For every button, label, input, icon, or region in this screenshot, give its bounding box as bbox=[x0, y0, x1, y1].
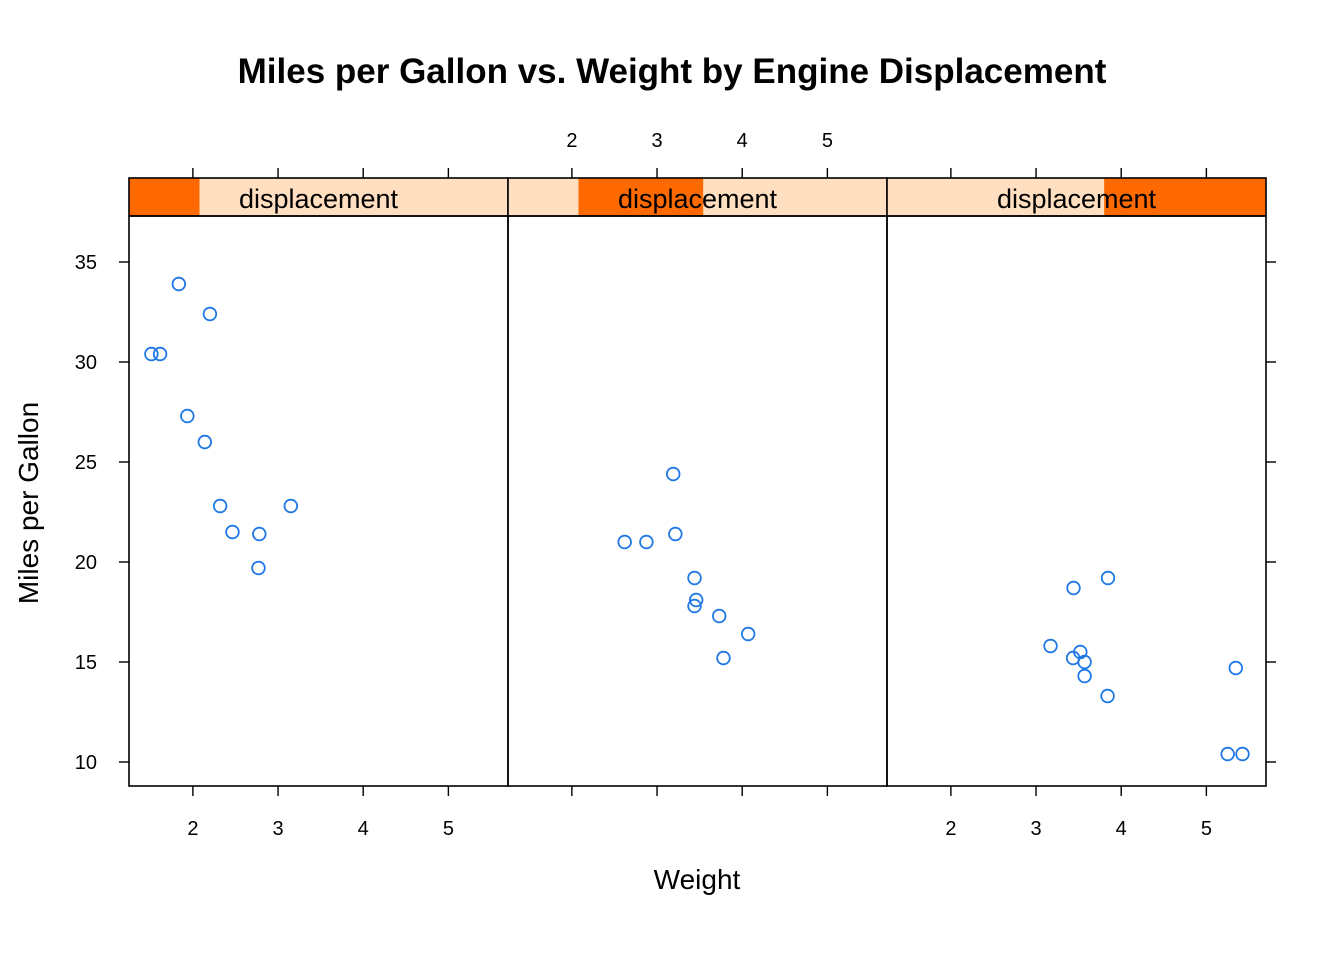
data-point bbox=[180, 408, 195, 424]
data-point bbox=[1100, 570, 1116, 586]
strip-label: displacement bbox=[997, 184, 1157, 214]
x-tick-label-bottom: 5 bbox=[1201, 818, 1212, 840]
data-point bbox=[1228, 660, 1243, 676]
data-point bbox=[689, 592, 704, 608]
data-point bbox=[1043, 638, 1058, 654]
chart-title: Miles per Gallon vs. Weight by Engine Di… bbox=[238, 52, 1107, 91]
data-point bbox=[283, 498, 299, 514]
x-tick-label-bottom: 3 bbox=[1030, 818, 1041, 840]
data-point bbox=[1066, 580, 1081, 596]
y-tick-label: 10 bbox=[75, 752, 97, 774]
strip-shingle-range bbox=[129, 178, 200, 216]
data-point bbox=[712, 608, 727, 624]
data-point bbox=[1220, 746, 1235, 762]
strip-shingle-range bbox=[578, 178, 704, 216]
data-point bbox=[1077, 654, 1092, 670]
data-point bbox=[252, 526, 267, 542]
strip-label: displacement bbox=[618, 184, 778, 214]
y-tick-label: 20 bbox=[75, 552, 97, 574]
data-point bbox=[251, 560, 266, 576]
y-tick-label: 15 bbox=[75, 652, 97, 674]
data-point bbox=[1077, 668, 1092, 684]
strip-label: displacement bbox=[239, 184, 399, 214]
x-tick-label-top: 3 bbox=[651, 130, 662, 152]
data-point bbox=[1235, 746, 1250, 762]
strip-shingle-range bbox=[1104, 178, 1266, 216]
panel-frame bbox=[507, 215, 888, 787]
data-point bbox=[212, 498, 228, 514]
data-point bbox=[716, 650, 731, 666]
data-point bbox=[202, 306, 218, 322]
x-tick-label-bottom: 4 bbox=[1116, 818, 1127, 840]
data-point bbox=[740, 626, 756, 642]
data-point bbox=[144, 346, 159, 362]
panel-frame bbox=[886, 215, 1267, 787]
panel-1: displacement 2 3 4 5 bbox=[128, 168, 509, 840]
data-point bbox=[666, 466, 681, 482]
data-point bbox=[687, 570, 702, 586]
data-point bbox=[197, 434, 213, 450]
data-point bbox=[225, 524, 240, 540]
x-tick-label-bottom: 4 bbox=[358, 818, 369, 840]
data-point bbox=[171, 276, 187, 292]
data-point bbox=[617, 534, 632, 550]
y-axis-label: Miles per Gallon bbox=[13, 402, 44, 604]
y-tick-label: 30 bbox=[75, 352, 97, 374]
x-tick-label-bottom: 5 bbox=[443, 818, 454, 840]
x-tick-label-top: 2 bbox=[566, 130, 577, 152]
panel-frame bbox=[128, 215, 509, 787]
data-point bbox=[687, 598, 702, 614]
data-point bbox=[152, 346, 168, 362]
x-tick-label-bottom: 3 bbox=[272, 818, 283, 840]
x-tick-label-top: 4 bbox=[737, 130, 748, 152]
x-tick-label-bottom: 2 bbox=[945, 818, 956, 840]
x-axis-label: Weight bbox=[654, 864, 741, 895]
data-point bbox=[1100, 688, 1115, 704]
panel-3: displacement 2 3 4 5 bbox=[886, 168, 1267, 840]
x-tick-label-top: 5 bbox=[822, 130, 833, 152]
data-point bbox=[668, 526, 683, 542]
panel-2: displacement 2 3 4 5 bbox=[507, 130, 888, 796]
x-tick-label-bottom: 2 bbox=[187, 818, 198, 840]
y-tick-label: 25 bbox=[75, 452, 97, 474]
data-point bbox=[639, 534, 654, 550]
y-tick-label: 35 bbox=[75, 252, 97, 274]
